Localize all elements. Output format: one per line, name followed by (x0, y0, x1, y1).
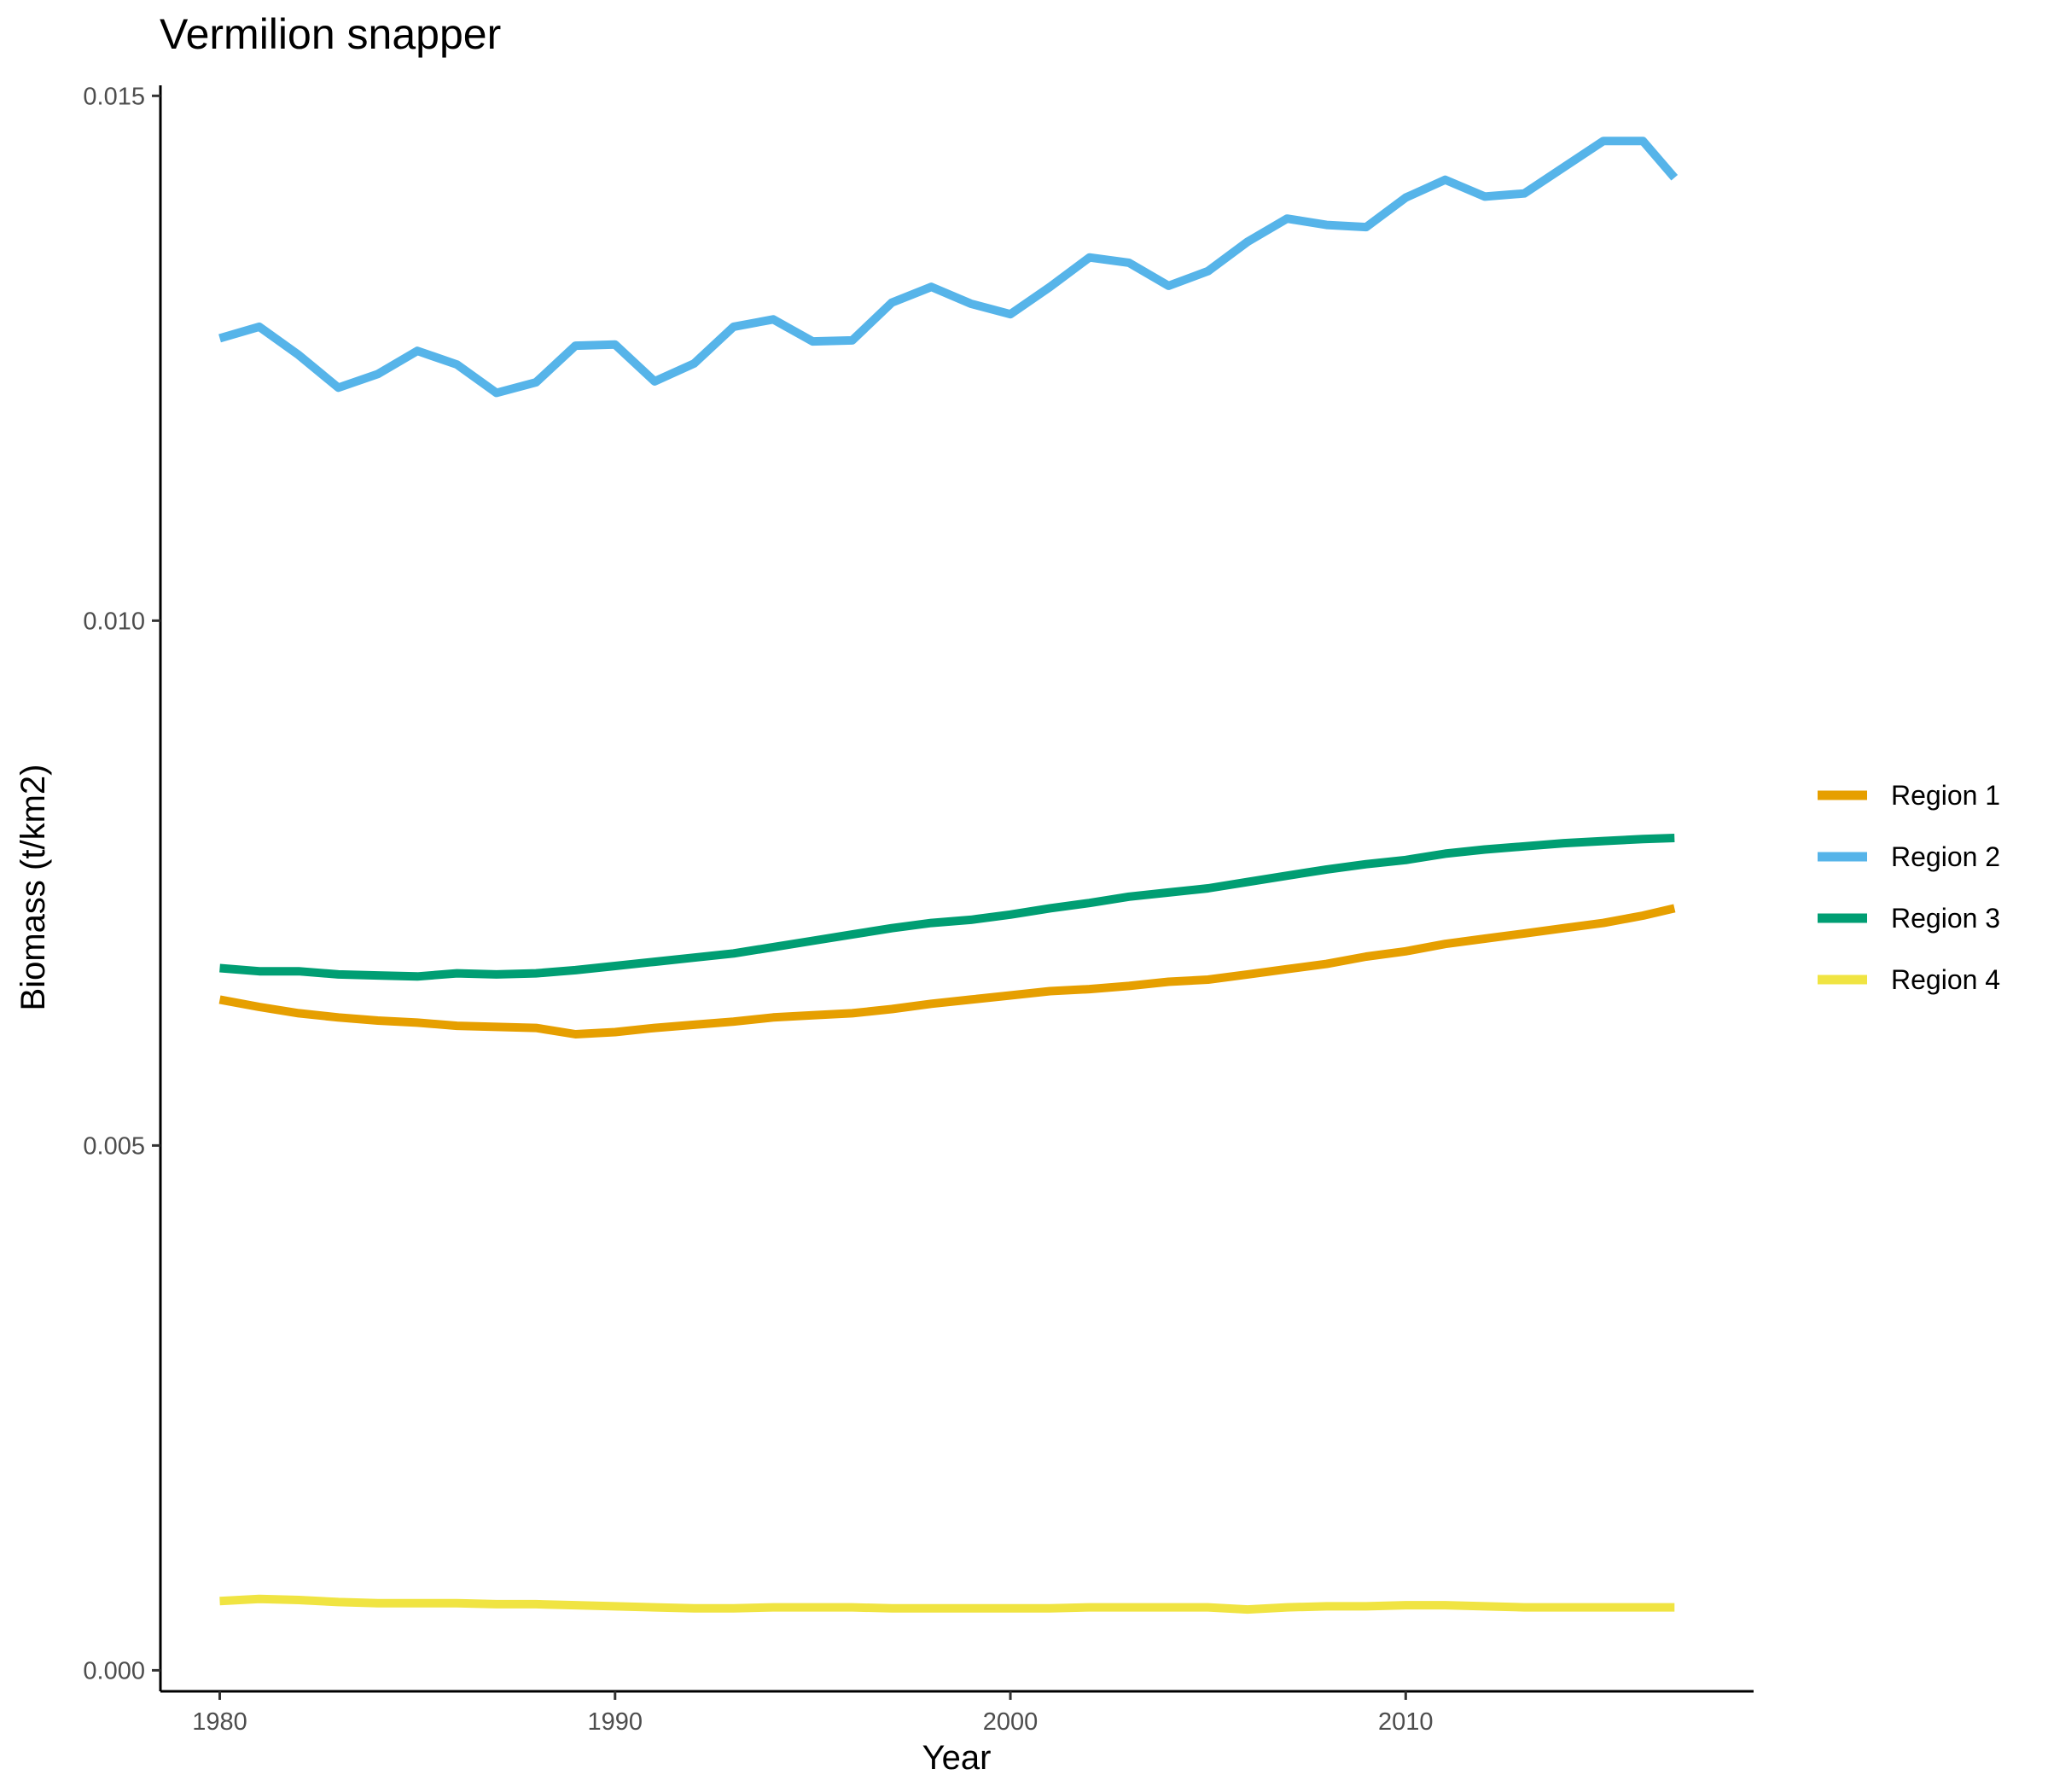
y-tick-label: 0.010 (83, 608, 145, 635)
plot-area (218, 137, 1679, 1615)
series-lines (218, 137, 1679, 1615)
x-tick-label: 1990 (588, 1708, 643, 1736)
y-axis-title: Biomass (t/km2) (15, 765, 52, 1011)
series-line-region-3 (219, 834, 1675, 981)
y-tick-label: 0.000 (83, 1657, 145, 1684)
y-axis-ticks: 0.000 0.005 0.010 0.015 (83, 83, 160, 1684)
series-line-region-2 (218, 137, 1679, 398)
series-line-region-4 (219, 1594, 1675, 1615)
legend-label-region-1: Region 1 (1891, 780, 2000, 811)
y-tick-label: 0.005 (83, 1132, 145, 1160)
x-tick-label: 1980 (192, 1708, 247, 1736)
legend: Region 1 Region 2 Region 3 Region 4 (1818, 780, 2000, 995)
series-line-region-1 (218, 904, 1676, 1039)
x-axis-title: Year (922, 1739, 992, 1777)
legend-label-region-2: Region 2 (1891, 841, 2000, 872)
x-tick-label: 2010 (1378, 1708, 1434, 1736)
x-tick-label: 2000 (983, 1708, 1039, 1736)
x-axis-ticks: 1980 1990 2000 2010 (192, 1691, 1434, 1736)
legend-label-region-4: Region 4 (1891, 964, 2000, 995)
y-tick-label: 0.015 (83, 83, 145, 110)
chart-title: Vermilion snapper (160, 10, 501, 58)
legend-label-region-3: Region 3 (1891, 903, 2000, 934)
